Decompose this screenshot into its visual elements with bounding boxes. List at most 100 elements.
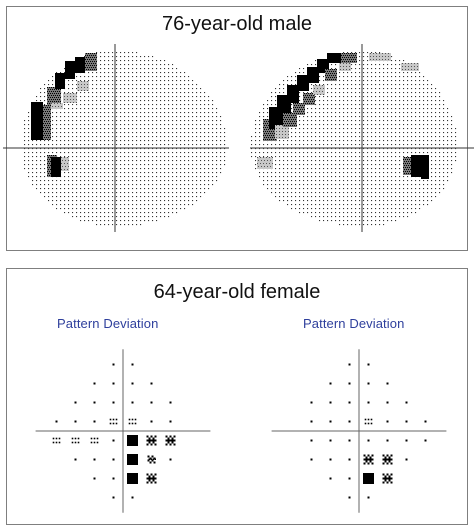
scotoma-band (341, 53, 357, 63)
scotoma-core (55, 73, 65, 89)
pattern-deviation-label: Pattern Deviation (303, 316, 405, 331)
pd-symbol (112, 477, 115, 480)
pattern-deviation-plot-right-eye (271, 349, 447, 513)
pd-symbol (109, 418, 118, 425)
pd-symbol (367, 496, 370, 499)
pd-symbol (74, 401, 77, 404)
pd-symbol (93, 420, 96, 423)
scotoma-band (293, 103, 305, 115)
pd-symbol (367, 382, 370, 385)
pd-symbol (112, 439, 115, 442)
scotoma-core (65, 61, 75, 79)
pd-symbol (90, 437, 99, 444)
scotoma-mild (51, 103, 63, 109)
pd-symbol (165, 435, 176, 446)
blind-spot (411, 155, 421, 177)
pd-symbol (348, 420, 351, 423)
pd-symbol (363, 454, 374, 465)
pd-symbol (348, 401, 351, 404)
scotoma-band (283, 113, 297, 127)
pd-symbol (127, 435, 138, 446)
pd-symbol (150, 401, 153, 404)
pd-symbol (146, 435, 157, 446)
pd-symbol (127, 473, 138, 484)
scotoma-core (75, 57, 85, 73)
pd-symbol (363, 473, 374, 484)
scotoma-band (307, 67, 319, 83)
pd-symbol (128, 418, 137, 425)
case-panel-female: 64-year-old female Pattern Deviation Pat… (6, 268, 468, 525)
scotoma-band (287, 85, 299, 103)
pd-symbol (329, 458, 332, 461)
pd-symbol (348, 477, 351, 480)
pd-symbol (329, 382, 332, 385)
case-title: 64-year-old female (153, 281, 321, 303)
scotoma-mild (257, 157, 273, 169)
pd-symbol (112, 401, 115, 404)
pd-symbol (93, 458, 96, 461)
pd-symbol (169, 420, 172, 423)
pd-symbol (348, 363, 351, 366)
pd-symbol (405, 401, 408, 404)
pd-symbol (382, 454, 393, 465)
pd-symbol (348, 458, 351, 461)
scotoma-band (325, 69, 337, 81)
pd-symbol (310, 401, 313, 404)
scotoma-band (327, 53, 341, 63)
pd-symbol (329, 401, 332, 404)
pd-symbol (146, 473, 157, 484)
pd-symbol (131, 401, 134, 404)
pd-symbol (112, 363, 115, 366)
pd-symbol (147, 455, 156, 464)
pd-symbol (348, 382, 351, 385)
pd-symbol (386, 439, 389, 442)
pd-symbol (424, 439, 427, 442)
pd-symbol (310, 458, 313, 461)
pd-symbol (367, 363, 370, 366)
pd-symbol (405, 420, 408, 423)
scotoma-mild (401, 63, 419, 71)
pd-symbol (310, 420, 313, 423)
pd-symbol (150, 420, 153, 423)
scotoma-mild (369, 53, 391, 61)
pd-symbol (424, 420, 427, 423)
pd-symbol (405, 458, 408, 461)
scotoma-mild (77, 81, 89, 91)
pd-symbol (367, 401, 370, 404)
scotoma-band (313, 85, 325, 95)
pd-symbol (131, 363, 134, 366)
pd-symbol (150, 382, 153, 385)
pd-symbol (74, 458, 77, 461)
blind-spot-edge (61, 157, 69, 171)
pd-symbol (52, 437, 61, 444)
pd-symbol (348, 439, 351, 442)
pd-symbol (93, 477, 96, 480)
case-title: 76-year-old male (161, 13, 313, 35)
scotoma-mild (63, 93, 77, 103)
pd-symbol (74, 420, 77, 423)
pd-symbol (310, 439, 313, 442)
pd-symbol (329, 477, 332, 480)
scotoma-edge (85, 53, 97, 71)
pd-symbol (382, 473, 393, 484)
blind-spot-edge (403, 157, 411, 175)
scotoma-band (297, 75, 309, 91)
blind-spot (421, 155, 429, 179)
field-dots (24, 52, 226, 226)
scotoma-core (31, 102, 43, 140)
grayscale-field-right-eye (250, 44, 474, 232)
pd-symbol (71, 437, 80, 444)
blind-spot (51, 157, 61, 177)
pd-symbol (364, 418, 373, 425)
pd-symbol (386, 382, 389, 385)
pd-symbol (367, 439, 370, 442)
pd-symbol (386, 401, 389, 404)
pd-symbol (131, 496, 134, 499)
pd-symbol (112, 382, 115, 385)
pd-symbol (329, 439, 332, 442)
scotoma-edge (43, 105, 51, 140)
pd-symbol (112, 496, 115, 499)
pattern-deviation-plot-left-eye (35, 349, 211, 513)
pd-symbol (329, 420, 332, 423)
pd-symbol (348, 496, 351, 499)
